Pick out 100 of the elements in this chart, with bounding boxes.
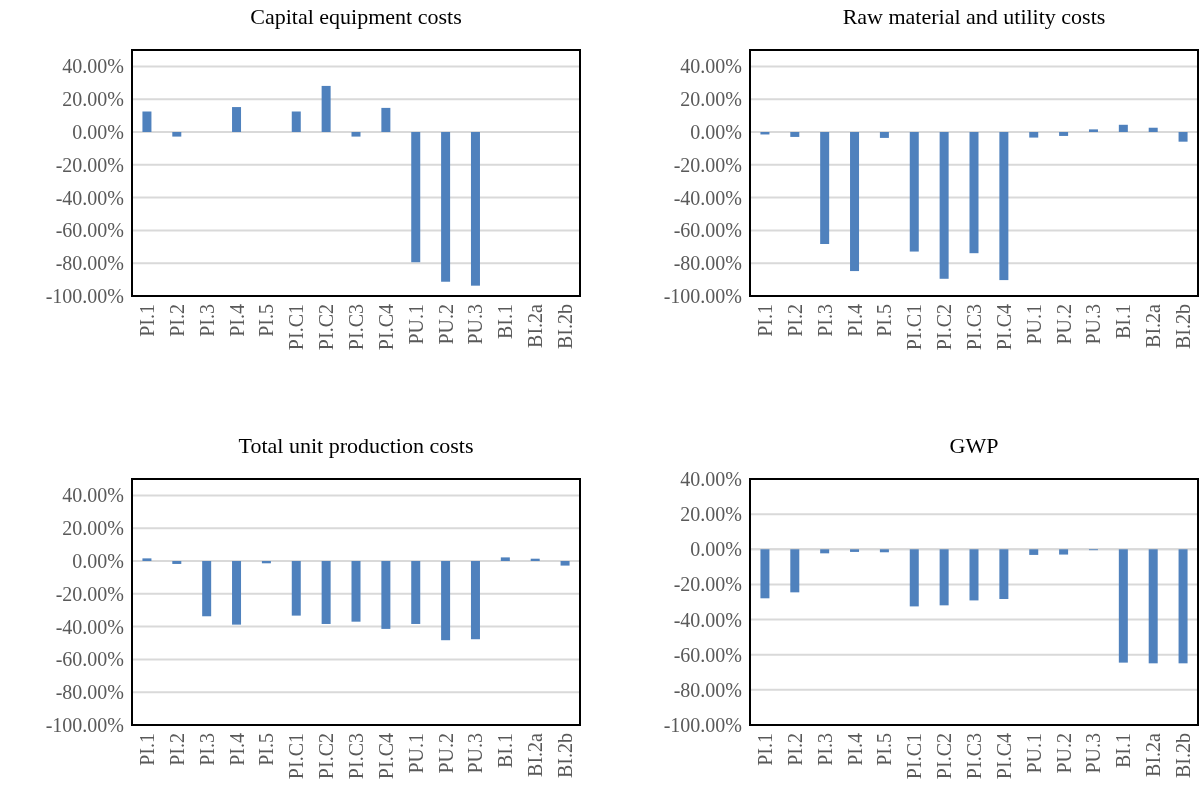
bar: [909, 132, 919, 252]
x-tick-label: PI.5: [255, 304, 278, 337]
x-tick-label: PI.4: [843, 304, 866, 337]
x-tick-label: BI.2a: [1142, 303, 1165, 348]
x-tick-label: PU.3: [464, 733, 487, 774]
y-tick-label: -100.00%: [663, 714, 742, 736]
x-tick-label: PI.4: [225, 733, 248, 766]
y-tick-label: 20.00%: [680, 88, 742, 111]
y-tick-label: -100.00%: [45, 714, 124, 736]
bar: [381, 107, 391, 132]
chart-title: Total unit production costs: [238, 433, 474, 458]
y-tick-label: -40.00%: [55, 186, 124, 209]
y-tick-label: -80.00%: [673, 678, 742, 701]
x-tick-label: PI.C4: [992, 304, 1015, 351]
bar: [820, 132, 830, 245]
x-tick-label: PI.C1: [903, 733, 926, 780]
x-tick-label: PI.C2: [933, 733, 956, 780]
chart-title: Raw material and utility costs: [842, 4, 1106, 29]
bar: [1148, 127, 1158, 132]
x-tick-label: PU.1: [404, 733, 427, 774]
y-tick-label: 0.00%: [690, 538, 742, 561]
x-tick-label: PU.3: [1082, 304, 1105, 345]
x-tick-label: PI.C3: [345, 733, 367, 780]
x-tick-label: PI.C2: [315, 304, 338, 351]
x-tick-label: PI.1: [753, 733, 776, 766]
y-tick-label: -80.00%: [55, 252, 124, 275]
y-tick-label: -20.00%: [55, 153, 124, 176]
bar: [1088, 129, 1098, 132]
y-tick-label: -20.00%: [673, 153, 742, 176]
y-tick-label: 20.00%: [62, 517, 124, 540]
x-tick-label: PI.C3: [963, 733, 985, 780]
x-tick-label: PI.C4: [374, 733, 397, 780]
x-tick-label: BI.2a: [524, 303, 547, 348]
y-tick-label: -20.00%: [55, 582, 124, 605]
x-tick-label: PU.1: [1022, 304, 1045, 345]
y-tick-label: 40.00%: [680, 55, 742, 78]
bar: [441, 132, 451, 282]
x-tick-label: PI.C3: [963, 304, 985, 351]
x-tick-label: PI.C1: [903, 304, 926, 351]
y-tick-label: -40.00%: [55, 615, 124, 638]
chart-title: GWP: [949, 433, 999, 458]
x-tick-label: BI.1: [1112, 733, 1135, 768]
x-tick-label: PI.4: [843, 733, 866, 766]
x-tick-label: PU.1: [404, 304, 427, 345]
x-tick-label: PU.3: [1082, 733, 1105, 774]
x-tick-label: PI.C1: [285, 304, 308, 351]
x-tick-label: PI.2: [783, 733, 806, 766]
y-tick-label: -40.00%: [673, 608, 742, 631]
y-tick-label: -100.00%: [45, 285, 124, 307]
x-tick-label: PI.C4: [374, 304, 397, 351]
bar: [351, 132, 361, 137]
y-tick-label: -60.00%: [55, 648, 124, 671]
x-tick-label: PU.2: [434, 733, 457, 774]
x-tick-label: BI.2b: [554, 304, 577, 349]
bar: [969, 132, 979, 254]
bar: [879, 132, 889, 138]
bar: [1118, 124, 1128, 132]
y-tick-label: 0.00%: [690, 121, 742, 143]
x-tick-label: BI.2b: [1172, 304, 1195, 349]
bar: [1178, 132, 1188, 142]
chart-title: Capital equipment costs: [250, 4, 462, 29]
bar: [790, 132, 800, 137]
y-tick-label: 0.00%: [72, 550, 124, 572]
bar: [232, 107, 242, 132]
x-tick-label: PI.3: [813, 304, 836, 337]
x-tick-label: BI.2a: [1142, 732, 1165, 777]
bar: [291, 111, 301, 132]
x-tick-label: PI.5: [873, 733, 896, 766]
bar: [999, 132, 1009, 281]
y-tick-label: 0.00%: [72, 121, 124, 143]
x-tick-label: PU.3: [464, 304, 487, 345]
x-tick-label: PU.2: [1052, 304, 1075, 345]
x-tick-label: PI.C4: [992, 733, 1015, 780]
y-tick-label: -20.00%: [673, 573, 742, 596]
bar: [1029, 132, 1039, 138]
x-tick-label: PI.2: [783, 304, 806, 337]
x-tick-label: BI.2b: [554, 733, 577, 778]
y-tick-label: 20.00%: [62, 88, 124, 111]
x-tick-label: PU.2: [434, 304, 457, 345]
x-tick-label: PI.2: [165, 304, 188, 337]
x-tick-label: PI.3: [195, 304, 218, 337]
x-tick-label: PI.5: [255, 733, 278, 766]
x-tick-label: BI.2b: [1172, 733, 1195, 778]
x-tick-label: PU.1: [1022, 733, 1045, 774]
bar: [850, 132, 860, 272]
y-tick-label: -60.00%: [673, 219, 742, 242]
x-tick-label: BI.2a: [524, 732, 547, 777]
bar: [142, 111, 152, 132]
bar: [411, 132, 421, 263]
bar: [321, 85, 331, 132]
y-tick-label: -60.00%: [55, 219, 124, 242]
bar: [172, 132, 182, 137]
x-tick-label: PI.4: [225, 304, 248, 337]
x-tick-label: BI.1: [494, 733, 517, 768]
y-tick-label: -100.00%: [663, 285, 742, 307]
bar: [1059, 132, 1069, 136]
x-tick-label: PI.1: [135, 733, 158, 766]
y-tick-label: 40.00%: [680, 468, 742, 490]
x-tick-label: PI.1: [753, 304, 776, 337]
x-tick-label: PI.1: [135, 304, 158, 337]
